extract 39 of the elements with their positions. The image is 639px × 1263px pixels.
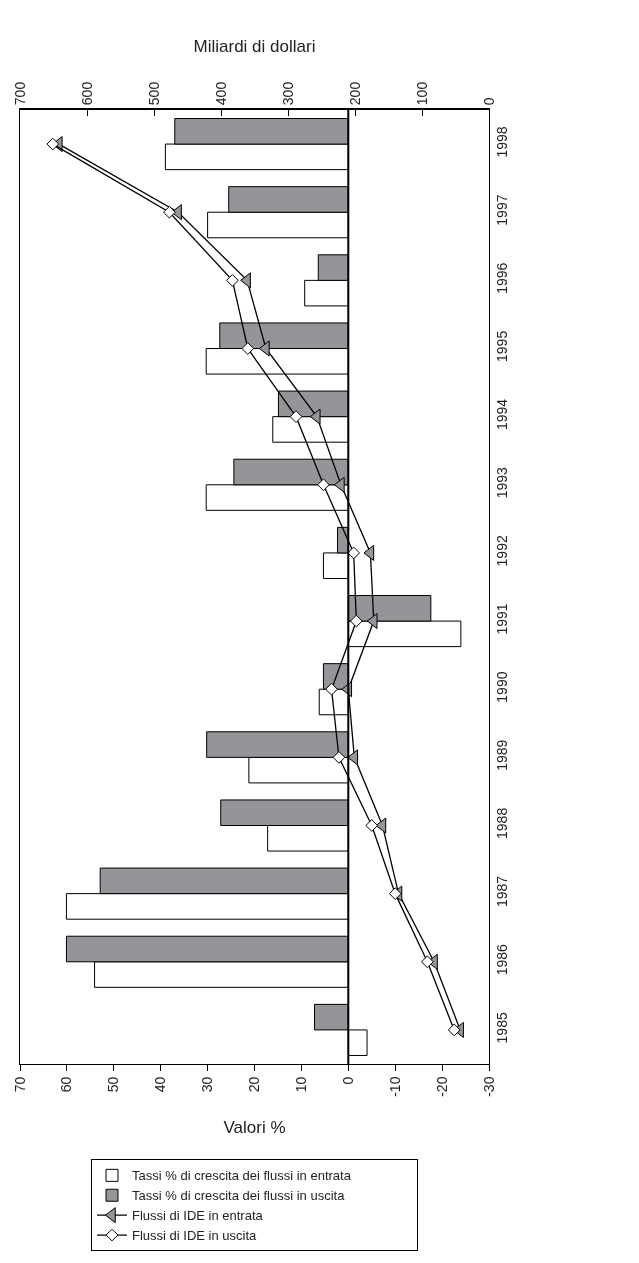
legend-label: Flussi di IDE in uscita: [132, 1228, 258, 1244]
x-tick-label: 30: [199, 1076, 216, 1093]
x-tick-label: -30: [480, 1076, 497, 1097]
y-tick-label: 1985: [493, 1012, 510, 1044]
x2-tick-label: 0: [480, 97, 497, 106]
x-tick-label: 20: [246, 1076, 263, 1093]
x-tick-label: 40: [152, 1076, 169, 1093]
y-tick-label: 1993: [493, 466, 510, 499]
x2-tick-label: 400: [212, 81, 229, 106]
x-tick-label: 0: [339, 1076, 356, 1085]
y-tick-label: 1994: [493, 398, 510, 431]
x2-tick-label: 500: [145, 81, 162, 106]
y-tick-label: 1996: [493, 262, 510, 294]
legend-label: Tassi % di crescita dei flussi in entrata: [132, 1168, 352, 1184]
y-tick-label: 1989: [493, 739, 510, 771]
x2-tick-label: 100: [413, 81, 430, 106]
x-tick-label: -20: [433, 1076, 450, 1097]
y-tick-label: 1992: [493, 535, 510, 567]
x-tick-label: 60: [58, 1076, 75, 1093]
y-tick-label: 1990: [493, 671, 510, 703]
x-tick-label: -10: [386, 1076, 403, 1097]
x2-axis-title: Miliardi di dollari: [193, 36, 316, 56]
y-tick-label: 1995: [493, 330, 510, 362]
x-tick-label: 50: [105, 1076, 122, 1093]
y-tick-label: 1997: [493, 194, 510, 226]
x-tick-label: 70: [11, 1076, 28, 1093]
y-tick-label: 1987: [493, 875, 510, 908]
x-tick-label: 10: [292, 1076, 309, 1093]
y-tick-label: 1998: [493, 126, 510, 158]
x2-tick-label: 600: [78, 81, 95, 106]
legend-label: Flussi di IDE in entrata: [132, 1208, 264, 1224]
x2-tick-label: 700: [11, 81, 28, 106]
x-axis-title: Valori %: [223, 1118, 286, 1138]
x2-tick-label: 200: [346, 81, 363, 106]
y-tick-label: 1986: [493, 943, 510, 976]
y-tick-label: 1988: [493, 807, 510, 839]
legend-label: Tassi % di crescita dei flussi in uscita: [132, 1188, 346, 1204]
x2-tick-label: 300: [279, 81, 296, 106]
y-tick-label: 1991: [493, 603, 510, 635]
